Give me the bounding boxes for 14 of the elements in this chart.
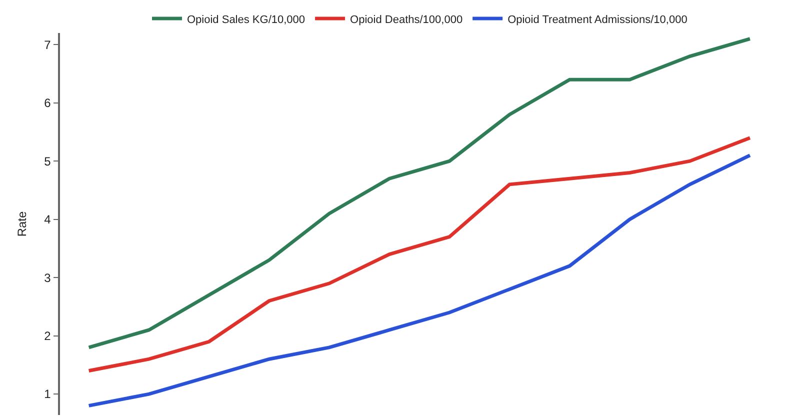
line-series [87, 37, 752, 350]
y-tick-label: 1 [44, 387, 52, 402]
legend-label: Opioid Sales KG/10,000 [187, 14, 306, 26]
y-tick-label: 3 [44, 270, 52, 285]
y-tick-label: 4 [44, 212, 52, 227]
y-tick-label: 6 [44, 96, 52, 110]
legend-label: Opioid Deaths/100,000 [350, 14, 463, 26]
y-tick-label: 5 [44, 154, 52, 168]
y-axis-title: Rate [14, 211, 29, 237]
line-series [87, 154, 752, 408]
y-tick-label: 2 [44, 329, 52, 343]
y-tick-label: 7 [44, 38, 52, 52]
line-series [87, 136, 752, 372]
legend-label: Opioid Treatment Admissions/10,000 [508, 14, 688, 26]
